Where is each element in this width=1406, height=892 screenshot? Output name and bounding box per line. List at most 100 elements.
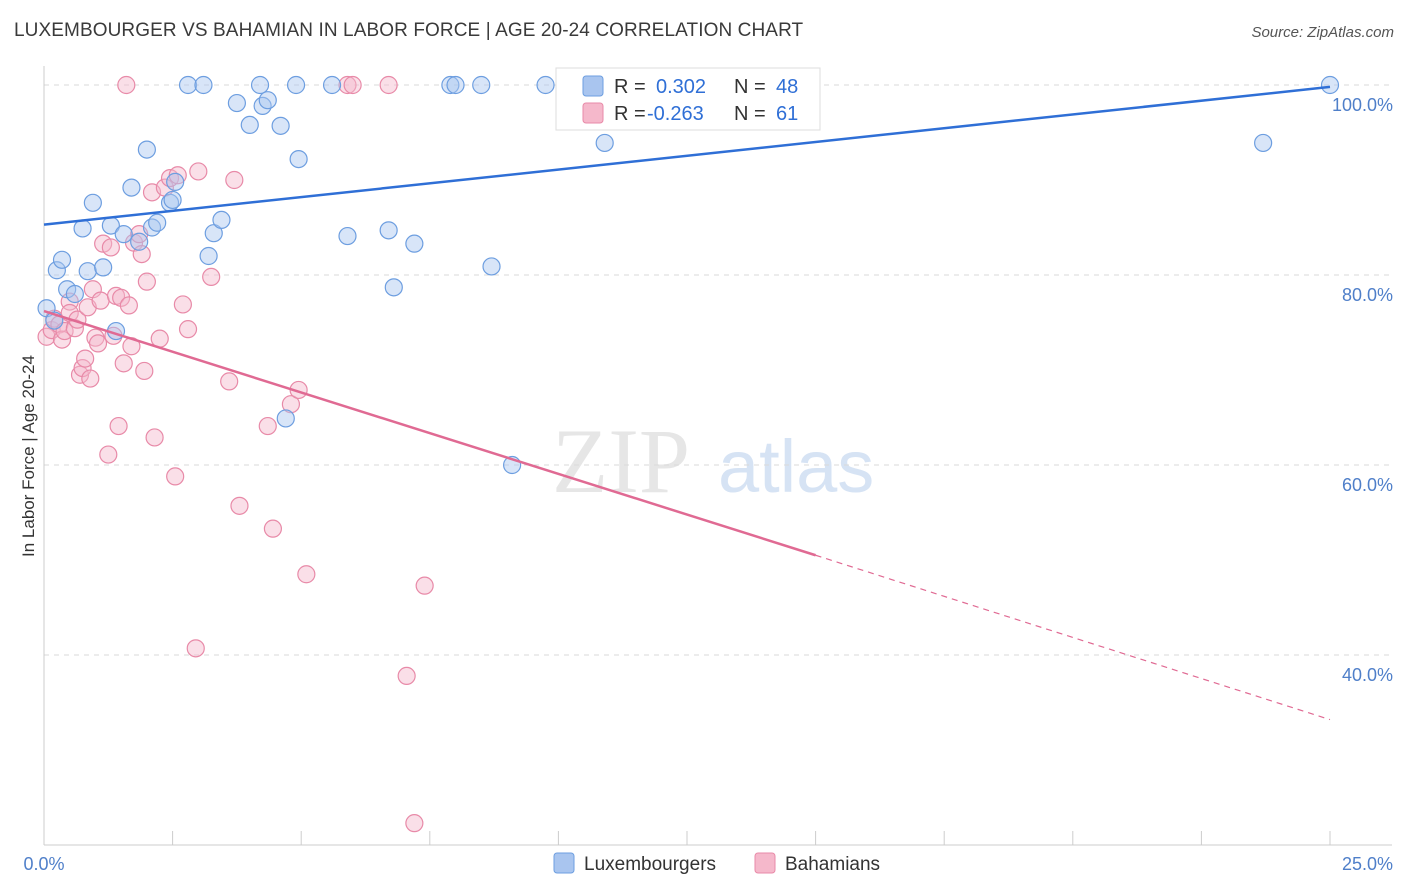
legend-n-value-2: 61 bbox=[776, 103, 798, 125]
luxembourger-point bbox=[258, 91, 277, 110]
luxembourger-point bbox=[276, 409, 295, 428]
y-tick-label: 100.0% bbox=[1332, 95, 1393, 115]
luxembourger-point bbox=[253, 96, 272, 116]
bahamian-point bbox=[178, 320, 198, 339]
legend-n-value-1: 48 bbox=[776, 76, 798, 98]
watermark-atlas: atlas bbox=[718, 425, 874, 508]
bahamian-point bbox=[145, 428, 164, 447]
series-swatch-bahamians bbox=[754, 852, 776, 874]
bahamian-point bbox=[88, 334, 108, 353]
bahamian-point bbox=[220, 372, 239, 391]
x-tick-label-max: 25.0% bbox=[1342, 854, 1393, 874]
luxembourger-point bbox=[250, 75, 270, 95]
luxembourger-point bbox=[482, 257, 501, 276]
legend-n-label-1: N = bbox=[734, 76, 766, 98]
luxembourger-point bbox=[163, 190, 182, 210]
bahamian-point bbox=[173, 295, 192, 314]
luxembourger-point bbox=[227, 93, 246, 113]
luxembourger-point bbox=[212, 210, 231, 229]
luxembourger-point bbox=[199, 246, 218, 266]
luxembourger-point bbox=[65, 284, 84, 304]
luxembourger-point bbox=[78, 262, 97, 281]
bahamians-trend-line bbox=[43, 309, 816, 557]
luxembourgers-points bbox=[37, 75, 1340, 475]
legend-n-label-2: N = bbox=[734, 103, 766, 125]
tick-labels: 40.0% 60.0% 80.0% 100.0% 0.0% 25.0% bbox=[23, 95, 1393, 874]
bahamians-trend-extension bbox=[815, 554, 1331, 721]
luxembourger-point bbox=[178, 75, 198, 95]
luxembourger-point bbox=[52, 250, 72, 269]
bahamian-point bbox=[119, 296, 138, 315]
luxembourger-point bbox=[194, 75, 213, 95]
luxembourger-point bbox=[322, 75, 342, 95]
bahamian-point bbox=[137, 272, 156, 291]
luxembourger-point bbox=[472, 75, 491, 95]
luxembourger-point bbox=[384, 278, 403, 297]
luxembourger-point bbox=[137, 140, 156, 159]
luxembourger-point bbox=[379, 221, 398, 240]
y-tick-label: 80.0% bbox=[1342, 285, 1393, 305]
bahamian-point bbox=[112, 288, 131, 307]
luxembourger-point bbox=[94, 258, 113, 277]
luxembourger-point bbox=[1254, 133, 1273, 153]
bahamian-point bbox=[338, 75, 357, 95]
legend-r-value-1: 0.302 bbox=[656, 76, 706, 98]
luxembourger-point bbox=[1320, 75, 1340, 95]
legend-r-label-2: R = bbox=[614, 103, 646, 125]
series-swatch-luxembourgers bbox=[553, 852, 575, 874]
luxembourger-point bbox=[130, 232, 149, 251]
y-tick-label: 40.0% bbox=[1342, 665, 1393, 685]
correlation-legend: R = 0.302 N = 48 R = -0.263 N = 61 bbox=[555, 67, 821, 131]
legend-r-value-2: -0.263 bbox=[647, 103, 704, 125]
legend-r-label-1: R = bbox=[614, 76, 646, 98]
bahamian-point bbox=[99, 445, 118, 464]
luxembourger-point bbox=[83, 193, 102, 212]
bahamian-point bbox=[186, 639, 205, 658]
y-axis-title: In Labor Force | Age 20-24 bbox=[19, 355, 38, 557]
bahamian-point bbox=[166, 467, 185, 486]
luxembourger-point bbox=[536, 75, 555, 95]
luxembourger-point bbox=[148, 213, 167, 232]
bahamian-point bbox=[397, 666, 416, 686]
luxembourger-point bbox=[122, 178, 141, 197]
series-label-bahamians: Bahamians bbox=[785, 854, 880, 875]
source-credit: Source: ZipAtlas.com bbox=[1251, 24, 1394, 41]
bahamian-point bbox=[81, 369, 100, 388]
luxembourger-point bbox=[289, 150, 308, 169]
gridlines bbox=[44, 84, 1392, 656]
bahamian-point bbox=[202, 267, 221, 286]
luxembourger-point bbox=[114, 225, 133, 244]
bahamian-point bbox=[225, 170, 244, 190]
luxembourger-point bbox=[286, 75, 306, 95]
bahamian-point bbox=[263, 519, 283, 538]
bahamian-point bbox=[343, 75, 362, 95]
chart-title: LUXEMBOURGER VS BAHAMIAN IN LABOR FORCE … bbox=[14, 20, 804, 41]
watermark-zip: ZIP bbox=[552, 410, 690, 512]
bahamian-point bbox=[281, 395, 301, 414]
luxembourger-point bbox=[441, 75, 460, 95]
bahamian-point bbox=[101, 238, 120, 257]
luxembourger-point bbox=[405, 234, 424, 253]
bahamian-point bbox=[117, 75, 136, 95]
x-tick-label-min: 0.0% bbox=[23, 854, 64, 874]
bahamian-point bbox=[135, 361, 154, 381]
luxembourger-point bbox=[73, 219, 92, 238]
legend-swatch-luxembourgers bbox=[582, 75, 604, 97]
luxembourger-point bbox=[271, 116, 290, 135]
luxembourger-point bbox=[446, 75, 465, 95]
luxembourger-point bbox=[240, 115, 259, 135]
bahamian-point bbox=[258, 416, 277, 436]
y-tick-label: 60.0% bbox=[1342, 475, 1393, 495]
bahamian-point bbox=[189, 162, 208, 181]
axes bbox=[43, 66, 1392, 846]
luxembourgers-trend-line bbox=[43, 85, 1331, 226]
bahamian-point bbox=[379, 75, 398, 95]
series-legend: Luxembourgers Bahamians bbox=[553, 852, 880, 875]
luxembourger-point bbox=[595, 133, 614, 153]
bahamian-point bbox=[415, 576, 434, 595]
bahamian-point bbox=[91, 291, 110, 310]
series-label-luxembourgers: Luxembourgers bbox=[584, 854, 716, 875]
bahamian-point bbox=[114, 354, 133, 373]
bahamian-point bbox=[109, 416, 128, 436]
